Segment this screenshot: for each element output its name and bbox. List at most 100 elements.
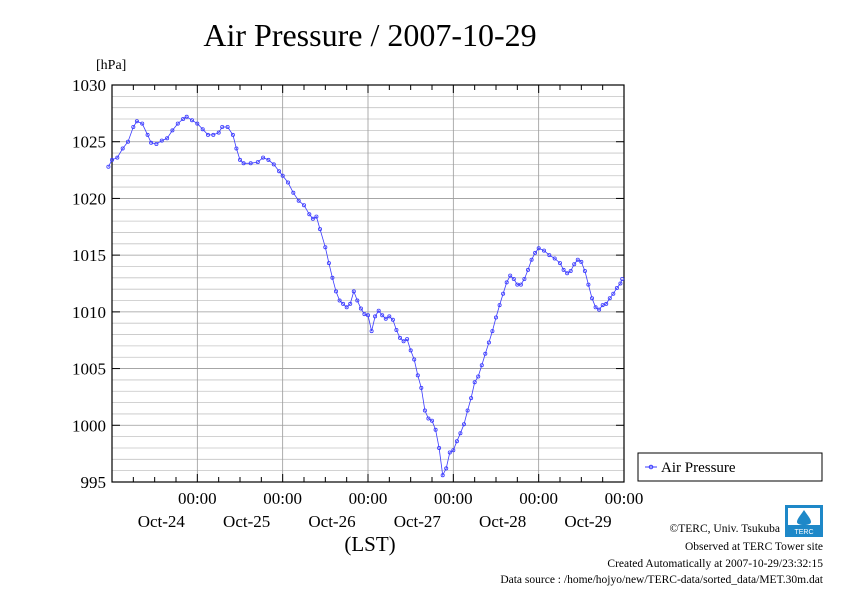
data-point xyxy=(134,119,139,124)
data-point xyxy=(426,416,431,421)
data-point xyxy=(261,155,266,160)
data-point xyxy=(408,348,413,353)
data-point xyxy=(106,164,111,169)
data-point xyxy=(579,259,584,264)
data-point xyxy=(205,132,210,137)
credits: ©TERC, Univ. Tsukuba Observed at TERC To… xyxy=(500,523,823,586)
x-tick-date-label: Oct-29 xyxy=(564,512,611,531)
data-point xyxy=(387,314,392,319)
data-point xyxy=(582,268,587,273)
data-point xyxy=(614,285,619,290)
data-point xyxy=(518,282,523,287)
data-point xyxy=(483,351,488,356)
data-point xyxy=(184,114,189,119)
data-point xyxy=(310,216,315,221)
source-text: Data source : /home/hojyo/new/TERC-data/… xyxy=(500,574,823,586)
data-point xyxy=(590,296,595,301)
copyright-text: ©TERC, Univ. Tsukuba xyxy=(670,523,780,535)
data-point xyxy=(149,140,154,145)
data-point xyxy=(234,146,239,151)
data-point xyxy=(390,317,395,322)
data-point xyxy=(607,296,612,301)
data-point xyxy=(405,337,410,342)
data-point xyxy=(337,298,342,303)
data-point xyxy=(195,121,200,126)
data-point xyxy=(476,374,481,379)
data-point xyxy=(440,473,445,478)
data-point xyxy=(508,273,513,278)
data-point xyxy=(561,267,566,272)
data-point xyxy=(255,160,260,165)
grid xyxy=(112,85,624,482)
x-tick-time-label: 00:00 xyxy=(349,489,388,508)
data-point xyxy=(326,261,331,266)
data-point xyxy=(115,155,120,160)
data-point xyxy=(593,305,598,310)
data-point xyxy=(344,305,349,310)
data-point xyxy=(479,363,484,368)
data-point xyxy=(511,276,516,281)
data-point xyxy=(280,173,285,178)
data-point xyxy=(565,271,570,276)
observed-text: Observed at TERC Tower site xyxy=(685,541,823,553)
legend-label: Air Pressure xyxy=(661,460,736,476)
data-point xyxy=(536,246,541,251)
x-tick-date-label: Oct-28 xyxy=(479,512,526,531)
data-point xyxy=(437,445,442,450)
y-axis: 995 1000 1005 1010 1015 1020 1025 1030 xyxy=(72,76,624,492)
data-point xyxy=(472,380,477,385)
data-point xyxy=(504,280,509,285)
series-line xyxy=(108,116,623,477)
data-point xyxy=(110,157,115,162)
data-point xyxy=(181,117,186,122)
data-point xyxy=(285,180,290,185)
series-layer xyxy=(106,114,625,478)
x-tick-date-label: Oct-27 xyxy=(394,512,442,531)
y-tick-label: 1005 xyxy=(72,360,106,379)
data-point xyxy=(358,306,363,311)
data-point xyxy=(526,267,531,272)
data-point xyxy=(296,198,301,203)
data-point xyxy=(383,316,388,321)
x-tick-time-label: 00:00 xyxy=(605,489,644,508)
data-point xyxy=(429,418,434,423)
y-tick-label: 1000 xyxy=(72,416,106,435)
y-tick-label: 1025 xyxy=(72,133,106,152)
data-point xyxy=(126,139,131,144)
data-point xyxy=(397,335,402,340)
terc-logo: TERC xyxy=(785,505,823,537)
data-point xyxy=(542,248,547,253)
data-point xyxy=(552,256,557,261)
data-point xyxy=(220,125,225,130)
data-point xyxy=(376,308,381,313)
data-point xyxy=(497,303,502,308)
legend-marker-swatch xyxy=(648,464,654,470)
data-point xyxy=(291,190,296,195)
data-point xyxy=(369,329,374,334)
data-point xyxy=(493,315,498,320)
data-point xyxy=(307,212,312,217)
data-point xyxy=(301,203,306,208)
data-point xyxy=(447,450,452,455)
water-drop-icon xyxy=(797,510,811,525)
y-tick-label: 1030 xyxy=(72,76,106,95)
data-point xyxy=(225,125,230,130)
data-point xyxy=(529,257,534,262)
data-point xyxy=(165,136,170,141)
data-point xyxy=(620,276,625,281)
data-point xyxy=(362,312,367,317)
data-point xyxy=(351,289,356,294)
data-point xyxy=(154,141,159,146)
data-point xyxy=(451,448,456,453)
data-point xyxy=(323,245,328,250)
legend: Air Pressure xyxy=(637,452,823,482)
data-point xyxy=(333,289,338,294)
data-point xyxy=(586,282,591,287)
data-point xyxy=(348,301,353,306)
data-point xyxy=(355,298,360,303)
data-point xyxy=(568,268,573,273)
data-point xyxy=(401,339,406,344)
data-point xyxy=(330,275,335,280)
data-point xyxy=(419,385,424,390)
data-point xyxy=(277,169,282,174)
